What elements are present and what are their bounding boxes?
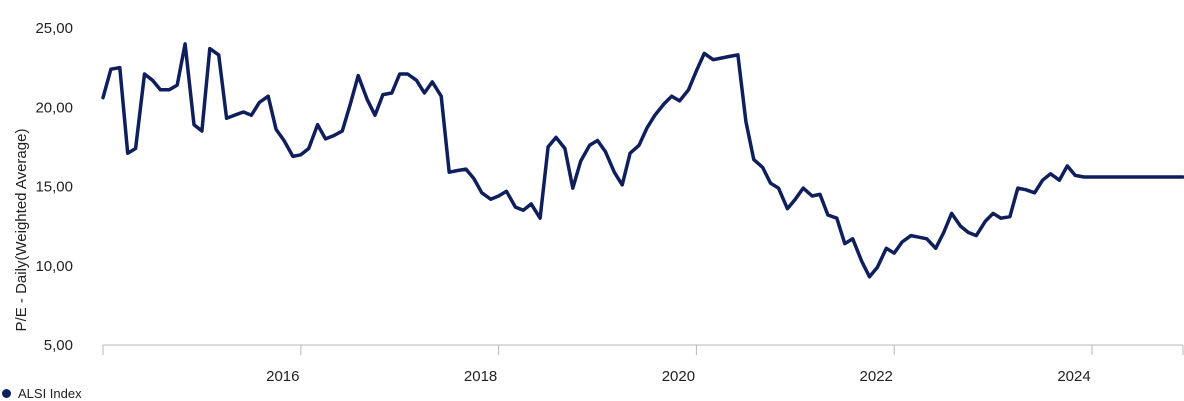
x-tick-label: 2018 xyxy=(464,368,497,385)
y-axis-label: P/E - Daily(Weighted Average) xyxy=(13,129,30,332)
y-tick-label: 20,00 xyxy=(35,99,73,116)
y-tick-label: 15,00 xyxy=(35,179,73,196)
x-tick-label: 2016 xyxy=(266,368,299,385)
series-line-alsi-index xyxy=(101,42,1184,279)
y-tick-label: 25,00 xyxy=(35,20,73,37)
x-tick-label: 2020 xyxy=(662,368,695,385)
legend: ALSI Index xyxy=(2,386,82,401)
series-layer xyxy=(101,42,1184,279)
y-tick-label: 5,00 xyxy=(44,337,73,354)
x-tick-label: 2022 xyxy=(860,368,893,385)
x-tick-label: 2024 xyxy=(1057,368,1090,385)
legend-marker xyxy=(2,389,11,398)
y-tick-label: 10,00 xyxy=(35,258,73,275)
x-axis: 2016 2018 2020 2022 2024 xyxy=(102,344,1184,385)
legend-label: ALSI Index xyxy=(18,386,82,401)
y-axis: 5,00 10,00 15,00 20,00 25,00 xyxy=(35,20,73,354)
